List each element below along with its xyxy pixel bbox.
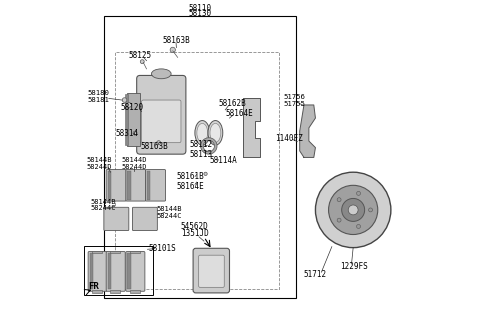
- Circle shape: [357, 224, 360, 228]
- Text: 58161B: 58161B: [176, 172, 204, 181]
- Bar: [108, 253, 111, 289]
- Circle shape: [369, 208, 372, 212]
- Ellipse shape: [197, 123, 208, 142]
- Circle shape: [156, 141, 161, 145]
- FancyBboxPatch shape: [126, 252, 145, 291]
- Polygon shape: [300, 105, 315, 157]
- Bar: [110, 251, 120, 253]
- Text: FR: FR: [88, 281, 99, 291]
- FancyBboxPatch shape: [106, 252, 125, 291]
- Text: 58144D
58244D: 58144D 58244D: [121, 157, 147, 170]
- FancyBboxPatch shape: [88, 252, 107, 291]
- Circle shape: [337, 198, 341, 202]
- Bar: [128, 253, 131, 289]
- Bar: [110, 290, 120, 293]
- Ellipse shape: [195, 120, 210, 145]
- Bar: [84, 246, 153, 295]
- Text: 58144B
58244C: 58144B 58244C: [157, 206, 182, 219]
- Circle shape: [122, 98, 127, 102]
- Circle shape: [348, 205, 358, 215]
- Polygon shape: [243, 98, 260, 157]
- Bar: [90, 253, 93, 289]
- Text: 58120: 58120: [121, 103, 144, 112]
- Circle shape: [170, 47, 175, 52]
- Bar: [128, 171, 131, 200]
- Text: 58163B: 58163B: [140, 142, 168, 151]
- Ellipse shape: [210, 123, 221, 142]
- Text: 58180
58181: 58180 58181: [87, 90, 109, 103]
- FancyBboxPatch shape: [104, 207, 129, 231]
- Bar: [108, 171, 111, 200]
- Circle shape: [315, 172, 391, 248]
- Circle shape: [140, 60, 144, 64]
- Bar: [92, 290, 102, 293]
- Circle shape: [133, 131, 137, 135]
- FancyBboxPatch shape: [145, 170, 166, 201]
- Bar: [92, 251, 102, 253]
- FancyBboxPatch shape: [137, 75, 186, 154]
- FancyBboxPatch shape: [126, 170, 146, 201]
- Text: 58314: 58314: [115, 129, 138, 138]
- Text: 58162B: 58162B: [219, 99, 247, 108]
- Text: 1229FS: 1229FS: [340, 262, 368, 271]
- Text: 58114A: 58114A: [210, 155, 238, 165]
- Bar: [124, 94, 128, 145]
- Bar: [130, 290, 140, 293]
- Ellipse shape: [208, 120, 223, 145]
- FancyBboxPatch shape: [199, 255, 224, 287]
- Circle shape: [357, 192, 360, 195]
- Text: 58164E: 58164E: [226, 109, 253, 118]
- Bar: [147, 171, 150, 200]
- Bar: [127, 93, 140, 146]
- Text: 58144B
58244D: 58144B 58244D: [87, 157, 112, 170]
- Text: 58125: 58125: [128, 51, 152, 60]
- Circle shape: [204, 172, 207, 175]
- Circle shape: [127, 103, 132, 107]
- Text: 51712: 51712: [304, 270, 327, 279]
- Text: 58112: 58112: [190, 140, 213, 150]
- Text: 1351JD: 1351JD: [181, 229, 209, 238]
- FancyBboxPatch shape: [106, 170, 126, 201]
- Circle shape: [342, 198, 365, 221]
- Text: 58110: 58110: [189, 4, 212, 13]
- Circle shape: [337, 218, 341, 222]
- Text: 51756
51755: 51756 51755: [283, 93, 305, 107]
- Text: 58144B
58244C: 58144B 58244C: [90, 198, 116, 212]
- Bar: [115, 52, 279, 289]
- FancyBboxPatch shape: [132, 207, 157, 231]
- Bar: [104, 16, 296, 298]
- Circle shape: [328, 185, 378, 235]
- Text: 58130: 58130: [189, 9, 212, 18]
- Ellipse shape: [152, 69, 171, 79]
- FancyBboxPatch shape: [142, 100, 181, 143]
- Text: 58164E: 58164E: [176, 182, 204, 191]
- Text: 58163B: 58163B: [162, 35, 190, 45]
- FancyBboxPatch shape: [193, 248, 229, 293]
- Text: 1140FZ: 1140FZ: [276, 134, 303, 143]
- Text: 54562D: 54562D: [181, 222, 209, 232]
- Bar: [130, 251, 140, 253]
- Text: 58113: 58113: [190, 150, 213, 159]
- Text: 58101S: 58101S: [148, 244, 176, 253]
